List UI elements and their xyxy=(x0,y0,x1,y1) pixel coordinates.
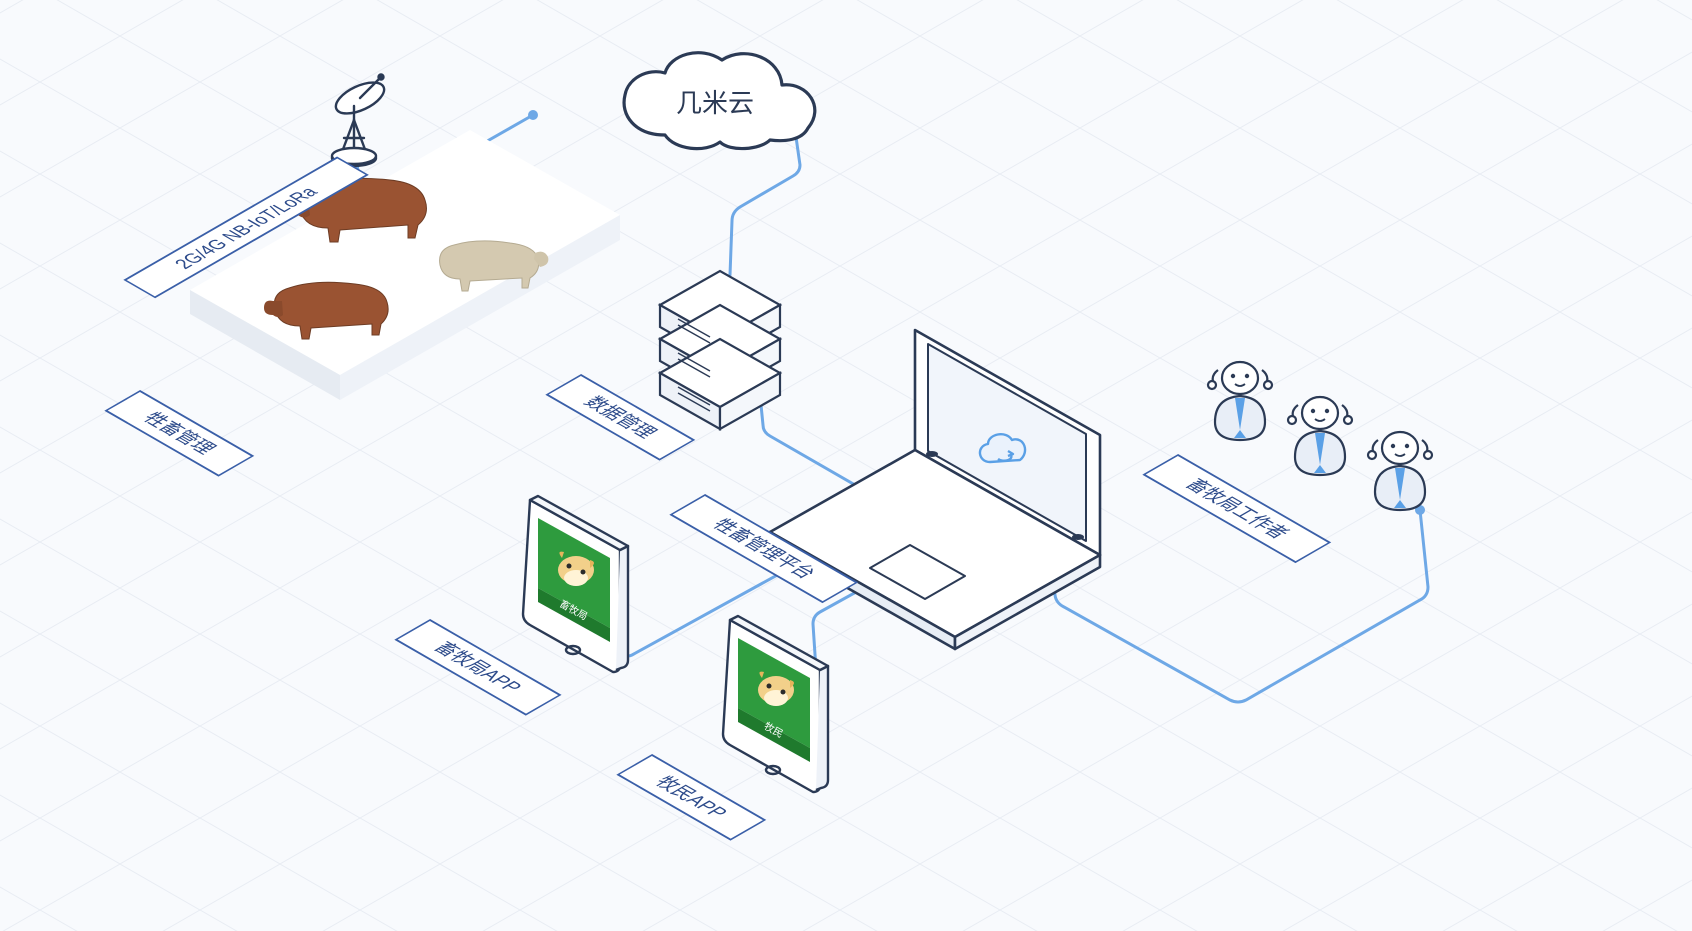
label-phone-herder: 牧民APP xyxy=(649,774,732,822)
diagram-stage: 几米云 xyxy=(0,0,1692,931)
server-icon xyxy=(0,0,1692,931)
goat-icon xyxy=(440,241,549,291)
staff-icon xyxy=(0,0,1692,931)
livestock-panel xyxy=(0,0,1692,931)
cow-icon xyxy=(264,178,548,339)
cloud-icon: 几米云 xyxy=(0,0,1692,931)
phone-bureau-icon: 畜牧局 xyxy=(0,0,1692,931)
app-title-herder: 牧民 xyxy=(762,719,786,740)
antenna-icon xyxy=(0,0,1692,931)
label-livestock: 牲畜管理 xyxy=(137,410,220,458)
label-phone-bureau: 畜牧局APP xyxy=(428,639,526,696)
label-laptop: 牲畜管理平台 xyxy=(707,516,821,582)
person-icon xyxy=(1368,432,1432,510)
laptop-icon xyxy=(0,0,1692,931)
app-title-bureau: 畜牧局 xyxy=(557,597,590,623)
label-server: 数据管理 xyxy=(578,394,661,442)
labels: 2G/4G NB-IoT/LoRa 牲畜管理 数据管理 牲畜管理平台 畜牧局AP… xyxy=(0,0,1692,931)
cloud-label: 几米云 xyxy=(676,88,754,118)
label-staff: 畜牧局工作者 xyxy=(1180,476,1294,542)
label-conn-protocol: 2G/4G NB-IoT/LoRa xyxy=(169,183,322,272)
person-icon xyxy=(1288,397,1352,475)
iso-grid xyxy=(0,0,1692,931)
phone-herder-icon: 牧民 xyxy=(0,0,1692,931)
connectors xyxy=(0,0,1692,931)
person-icon xyxy=(1208,362,1272,440)
